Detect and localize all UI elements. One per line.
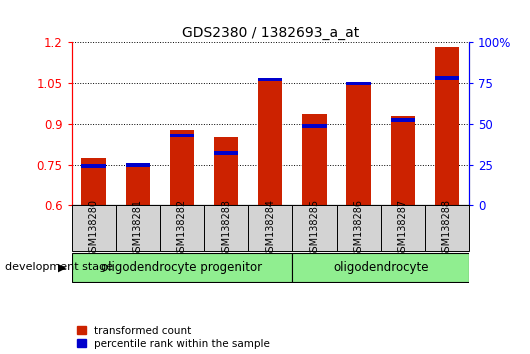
- Text: ▶: ▶: [58, 262, 66, 272]
- Bar: [72, 205, 116, 251]
- Bar: [293, 253, 469, 282]
- Title: GDS2380 / 1382693_a_at: GDS2380 / 1382693_a_at: [182, 26, 359, 40]
- Bar: [347, 82, 371, 86]
- Legend: transformed count, percentile rank within the sample: transformed count, percentile rank withi…: [77, 326, 270, 349]
- Bar: [82, 164, 106, 168]
- Bar: [337, 205, 381, 251]
- Bar: [302, 114, 326, 205]
- Text: GSM138288: GSM138288: [442, 199, 452, 258]
- Bar: [170, 134, 194, 137]
- Bar: [391, 116, 415, 205]
- Bar: [126, 165, 150, 205]
- Bar: [425, 205, 469, 251]
- Text: oligodendrocyte progenitor: oligodendrocyte progenitor: [101, 261, 262, 274]
- Text: GSM138285: GSM138285: [310, 199, 320, 258]
- Bar: [391, 118, 415, 121]
- Text: GSM138284: GSM138284: [266, 199, 275, 258]
- Bar: [381, 205, 425, 251]
- Bar: [258, 80, 282, 205]
- Bar: [248, 205, 293, 251]
- Text: GSM138287: GSM138287: [398, 199, 408, 258]
- Text: GSM138286: GSM138286: [354, 199, 364, 258]
- Bar: [116, 205, 160, 251]
- Bar: [160, 205, 204, 251]
- Text: oligodendrocyte: oligodendrocyte: [333, 261, 428, 274]
- Text: GSM138281: GSM138281: [133, 199, 143, 258]
- Bar: [435, 76, 459, 80]
- Bar: [214, 151, 238, 155]
- Bar: [126, 164, 150, 167]
- Bar: [293, 205, 337, 251]
- Text: GSM138283: GSM138283: [221, 199, 231, 258]
- Text: GSM138280: GSM138280: [89, 199, 99, 258]
- Bar: [435, 46, 459, 205]
- Bar: [72, 253, 293, 282]
- Text: GSM138282: GSM138282: [177, 199, 187, 258]
- Bar: [258, 78, 282, 81]
- Bar: [204, 205, 248, 251]
- Text: development stage: development stage: [5, 262, 113, 272]
- Bar: [302, 124, 326, 127]
- Bar: [170, 130, 194, 205]
- Bar: [347, 84, 371, 205]
- Bar: [82, 158, 106, 205]
- Bar: [214, 137, 238, 205]
